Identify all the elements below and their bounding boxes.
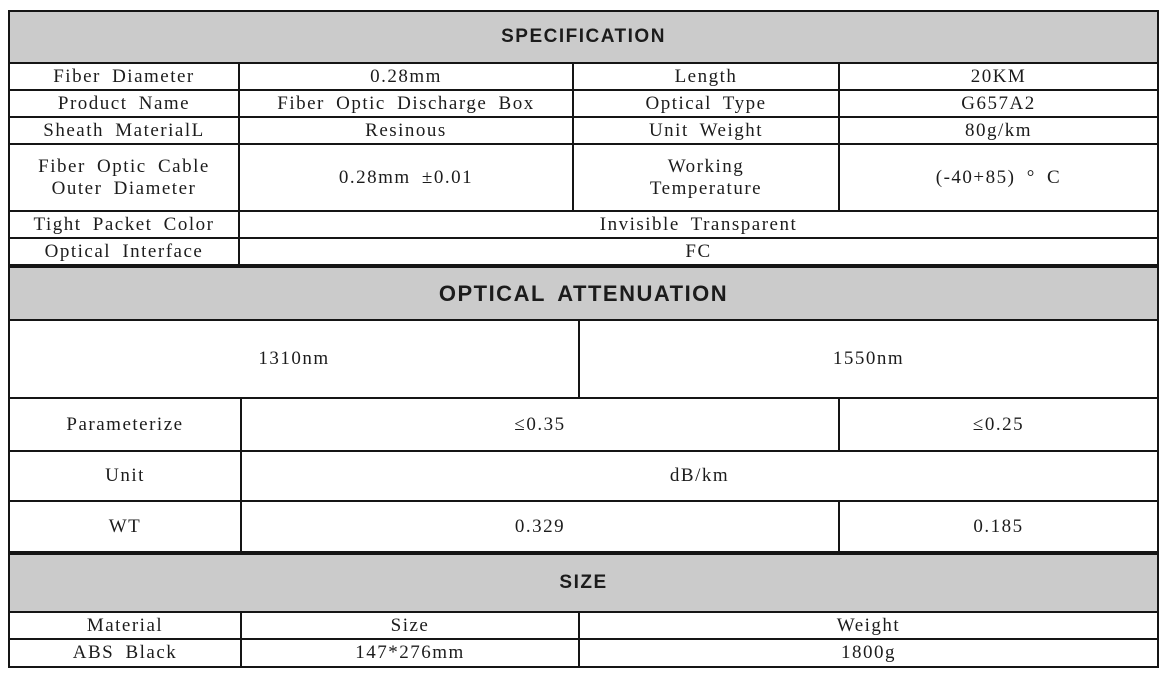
spec-value-cell: 0.28mm ±0.01 [238,143,574,212]
spec-value-cell: Resinous [238,116,574,145]
spec-label-cell: Fiber Optic Cable Outer Diameter [8,143,240,212]
table-row: ABS Black 147*276mm 1800g [8,638,1160,668]
table-row: Optical Interface FC [8,237,1160,266]
table-row: Parameterize ≤0.35 ≤0.25 [8,397,1160,452]
table-row: Product Name Fiber Optic Discharge Box O… [8,89,1160,118]
spec-value-cell: Invisible Transparent [237,210,1160,239]
spec-value-cell: G657A2 [837,89,1160,118]
optical-attenuation-header-row: OPTICAL ATTENUATION [7,266,1160,321]
size-value-cell: 147*276mm [240,638,580,668]
spec-label-cell: Product Name [8,89,240,118]
wavelength-1550-cell: 1550nm [577,319,1160,399]
table-row: Fiber Diameter 0.28mm Length 20KM [8,62,1160,91]
spec-label-cell: Sheath MaterialL [8,116,240,145]
size-table: SIZE Material Size Weight ABS Black 147*… [7,553,1160,668]
spec-sheet: SPECIFICATION Fiber Diameter 0.28mm Leng… [7,10,1160,668]
specification-title: SPECIFICATION [7,10,1160,64]
size-column-header: Size [240,611,580,640]
specification-table: SPECIFICATION Fiber Diameter 0.28mm Leng… [7,10,1160,266]
table-row: Fiber Optic Cable Outer Diameter 0.28mm … [8,143,1160,212]
size-value-cell: 1800g [577,638,1160,668]
parameterize-1550-cell: ≤0.25 [837,397,1160,452]
size-title: SIZE [7,553,1160,613]
spec-label-cell: Length [572,62,840,91]
wt-1310-cell: 0.329 [240,500,840,553]
table-row: Unit dB/km [8,450,1160,502]
spec-value-cell: 0.28mm [238,62,574,91]
parameterize-label-cell: Parameterize [8,397,242,452]
spec-label-cell: Fiber Diameter [8,62,240,91]
spec-label-cell: Optical Type [572,89,840,118]
specification-header-row: SPECIFICATION [7,10,1160,64]
size-header-row: SIZE [7,553,1160,613]
spec-value-cell: 20KM [837,62,1160,91]
unit-value-cell: dB/km [239,450,1160,502]
wt-label-cell: WT [8,500,242,553]
spec-label-cell: Working Temperature [572,143,840,212]
table-row: Material Size Weight [8,611,1160,640]
table-row: WT 0.329 0.185 [8,500,1160,553]
spec-label-cell: Tight Packet Color [8,210,240,239]
size-value-cell: ABS Black [8,638,242,668]
wavelength-1310-cell: 1310nm [8,319,580,399]
unit-label-cell: Unit [8,450,242,502]
table-row: 1310nm 1550nm [8,319,1160,399]
spec-value-cell: (-40+85) ° C [837,143,1160,212]
spec-value-cell: Fiber Optic Discharge Box [238,89,574,118]
spec-label-cell: Optical Interface [8,237,240,266]
table-row: Sheath MaterialL Resinous Unit Weight 80… [8,116,1160,145]
table-row: Tight Packet Color Invisible Transparent [8,210,1160,239]
parameterize-1310-cell: ≤0.35 [240,397,840,452]
size-column-header: Material [8,611,242,640]
optical-attenuation-table: OPTICAL ATTENUATION 1310nm 1550nm Parame… [7,266,1160,553]
spec-value-cell: 80g/km [837,116,1160,145]
spec-value-cell: FC [237,237,1160,266]
size-column-header: Weight [577,611,1160,640]
optical-attenuation-title: OPTICAL ATTENUATION [7,266,1160,321]
spec-label-cell: Unit Weight [572,116,840,145]
wt-1550-cell: 0.185 [837,500,1160,553]
